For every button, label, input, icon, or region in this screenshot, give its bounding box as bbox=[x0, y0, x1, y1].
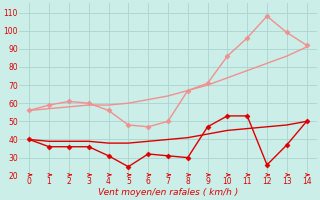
X-axis label: Vent moyen/en rafales ( km/h ): Vent moyen/en rafales ( km/h ) bbox=[98, 188, 238, 197]
